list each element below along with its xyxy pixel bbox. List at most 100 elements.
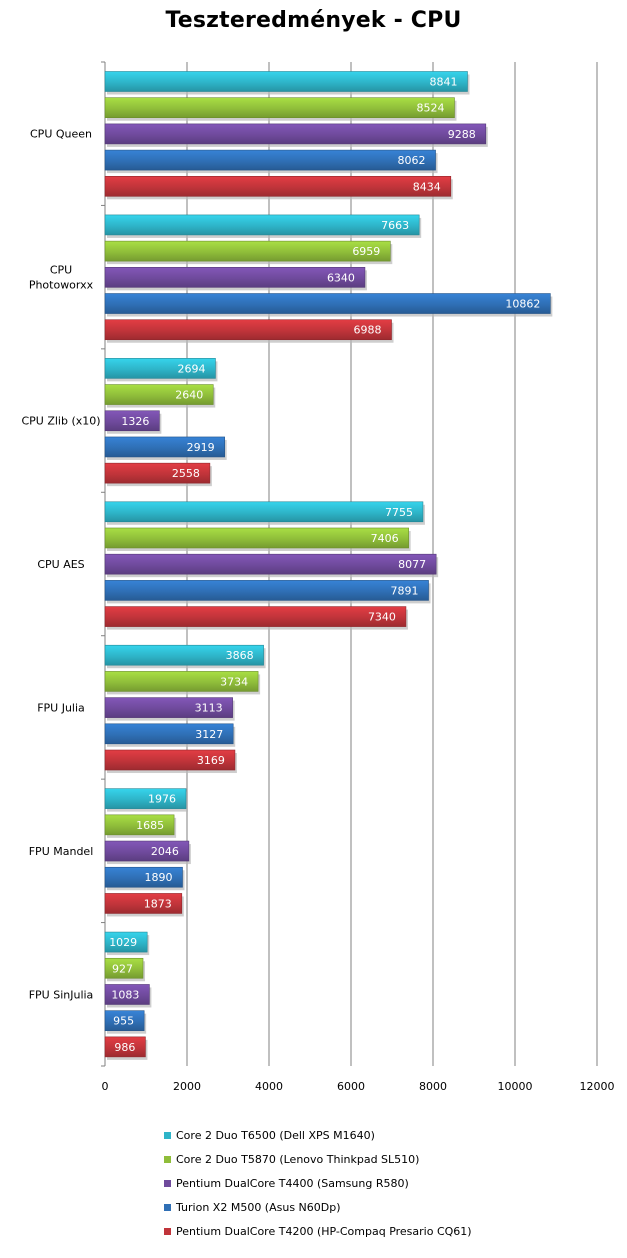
data-label: 8841	[429, 76, 457, 89]
bar	[104, 840, 190, 862]
bar	[104, 319, 392, 341]
bar	[104, 606, 407, 627]
bar	[104, 97, 455, 118]
data-label: 1976	[148, 793, 176, 806]
bar	[104, 71, 468, 92]
data-label: 3127	[195, 728, 223, 741]
data-label: 1083	[111, 988, 139, 1001]
x-tick-label: 0	[102, 1080, 109, 1093]
x-tick-label: 12000	[580, 1080, 615, 1093]
bar	[104, 240, 391, 262]
bar	[104, 267, 366, 288]
legend-swatch	[164, 1179, 171, 1187]
bar	[104, 788, 187, 809]
data-label: 6988	[354, 324, 382, 337]
legend-item: Core 2 Duo T6500 (Dell XPS M1640)	[164, 1123, 472, 1147]
data-label: 7406	[371, 532, 399, 545]
category-label: CPU AES	[37, 558, 84, 571]
legend-swatch	[164, 1203, 171, 1211]
legend-swatch	[164, 1227, 171, 1235]
data-label: 986	[114, 1041, 135, 1054]
bar	[104, 462, 211, 484]
bar	[104, 149, 436, 171]
bar	[104, 527, 409, 549]
legend-item: Core 2 Duo T5870 (Lenovo Thinkpad SL510)	[164, 1147, 472, 1171]
legend-label: Core 2 Duo T5870 (Lenovo Thinkpad SL510)	[176, 1152, 420, 1166]
bar	[104, 553, 437, 575]
bar	[104, 384, 214, 405]
bar	[104, 358, 216, 379]
bar	[104, 1010, 145, 1031]
data-label: 3868	[226, 649, 254, 662]
data-label: 1890	[144, 871, 172, 884]
legend-item: Pentium DualCore T4200 (HP-Compaq Presar…	[164, 1219, 472, 1243]
data-label: 1029	[109, 936, 137, 949]
data-label: 1685	[136, 819, 164, 832]
data-label: 1326	[121, 415, 149, 428]
bar	[104, 697, 233, 718]
legend: Core 2 Duo T6500 (Dell XPS M1640) Core 2 …	[164, 1123, 472, 1243]
data-label: 8434	[413, 180, 441, 193]
bar	[104, 123, 487, 145]
data-label: 7663	[381, 219, 409, 232]
data-label: 8077	[398, 558, 426, 571]
data-label: 2558	[172, 467, 200, 480]
bar	[104, 176, 452, 197]
category-label: CPU Photoworxx	[29, 264, 94, 292]
bar	[104, 931, 148, 953]
data-label: 927	[112, 962, 133, 975]
category-label: CPU Zlib (x10)	[21, 415, 100, 428]
x-tick-label: 4000	[255, 1080, 283, 1093]
bar	[104, 893, 183, 914]
data-label: 6340	[327, 271, 355, 284]
chart-title: Teszteredmények - CPU	[165, 8, 462, 33]
bar	[104, 1036, 146, 1058]
bar	[104, 723, 234, 745]
data-label: 7755	[385, 506, 413, 519]
bar	[104, 410, 160, 432]
data-label: 10862	[505, 298, 540, 311]
legend-swatch	[164, 1131, 171, 1139]
bar	[104, 501, 424, 523]
bar	[104, 644, 264, 666]
x-tick-label: 10000	[498, 1080, 533, 1093]
category-label: FPU Julia	[37, 701, 85, 714]
legend-swatch	[164, 1155, 171, 1163]
category-label: CPU Queen	[30, 128, 92, 141]
data-label: 8524	[416, 102, 444, 115]
data-label: 955	[113, 1015, 134, 1028]
bar	[104, 293, 551, 314]
legend-item: Turion X2 M500 (Asus N60Dp)	[164, 1195, 472, 1219]
data-label: 9288	[448, 128, 476, 141]
bar	[104, 984, 150, 1005]
data-label: 7340	[368, 611, 396, 624]
x-tick-label: 8000	[419, 1080, 447, 1093]
category-label: FPU SinJulia	[29, 988, 94, 1001]
bar	[104, 957, 144, 979]
legend-label: Turion X2 M500 (Asus N60Dp)	[176, 1200, 341, 1214]
chart-plot: 0 2000 4000 6000 8000 10000 12000 CPU Queen 8841…	[21, 61, 615, 1093]
bar	[104, 214, 420, 236]
bar	[104, 749, 236, 771]
data-label: 1873	[144, 897, 172, 910]
legend-label: Pentium DualCore T4400 (Samsung R580)	[176, 1176, 409, 1190]
data-label: 3169	[197, 754, 225, 767]
legend-item: Pentium DualCore T4400 (Samsung R580)	[164, 1171, 472, 1195]
data-label: 3113	[195, 702, 223, 715]
bar	[104, 580, 429, 601]
x-tick-label: 6000	[337, 1080, 365, 1093]
legend-label: Core 2 Duo T6500 (Dell XPS M1640)	[176, 1128, 375, 1142]
bar	[104, 436, 225, 458]
legend-label: Pentium DualCore T4200 (HP-Compaq Presar…	[176, 1224, 472, 1238]
x-tick-label: 2000	[173, 1080, 201, 1093]
bar	[104, 814, 175, 836]
bar	[104, 866, 183, 888]
data-label: 2919	[187, 441, 215, 454]
category-label: FPU Mandel	[29, 845, 94, 858]
data-label: 6959	[352, 245, 380, 258]
data-label: 3734	[220, 675, 248, 688]
data-label: 2694	[177, 362, 205, 375]
data-label: 8062	[398, 154, 426, 167]
data-label: 2640	[175, 389, 203, 402]
bar	[104, 671, 259, 692]
